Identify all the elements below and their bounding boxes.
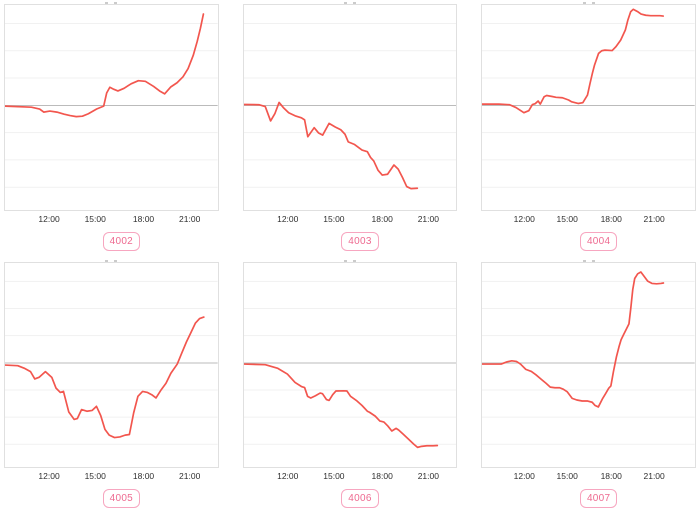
x-tick-label: 21:00	[417, 471, 439, 482]
badge-row: 4004	[481, 231, 696, 255]
chart-id-badge[interactable]: 4002	[102, 232, 141, 252]
clipped-chart-title	[4, 0, 219, 4]
chart-panel	[242, 3, 458, 212]
line-chart	[244, 5, 457, 210]
chart-id-badge[interactable]: 4005	[102, 489, 141, 509]
x-tick-label: 21:00	[643, 214, 665, 225]
x-tick-label: 21:00	[643, 471, 665, 482]
line-chart	[482, 5, 695, 210]
x-axis: 12:00 15:00 18:00 21:00	[243, 470, 458, 483]
x-tick-label: 18:00	[371, 214, 393, 225]
line-chart	[5, 263, 218, 467]
clipped-chart-title	[481, 255, 696, 262]
clipped-chart-title	[4, 255, 219, 262]
x-tick-label: 15:00	[323, 471, 345, 482]
series-line	[5, 14, 203, 117]
x-axis: 12:00 15:00 18:00 21:00	[481, 470, 696, 483]
badge-row: 4006	[243, 488, 458, 512]
chart-cell-4004: 12:00 15:00 18:00 21:00 4004	[481, 0, 696, 255]
clipped-chart-title	[243, 255, 458, 262]
x-tick-label: 15:00	[84, 214, 106, 225]
x-tick-label: 15:00	[556, 471, 578, 482]
x-tick-label: 12:00	[513, 214, 535, 225]
chart-id-badge[interactable]: 4003	[341, 232, 379, 252]
series-line	[244, 364, 437, 447]
series-line	[482, 9, 663, 112]
chart-id-badge[interactable]: 4007	[579, 489, 618, 509]
line-chart	[5, 5, 218, 210]
clipped-chart-title	[243, 0, 458, 4]
x-tick-label: 18:00	[600, 471, 622, 482]
chart-panel	[242, 261, 458, 469]
badge-row: 4007	[481, 488, 696, 512]
chart-panel	[481, 261, 696, 469]
x-axis: 12:00 15:00 18:00 21:00	[4, 470, 219, 483]
x-tick-label: 18:00	[132, 214, 155, 225]
badge-row: 4003	[243, 231, 458, 255]
x-tick-label: 18:00	[132, 471, 155, 482]
chart-cell-4007: 12:00 15:00 18:00 21:00 4007	[481, 255, 696, 512]
x-tick-label: 12:00	[38, 471, 60, 482]
chart-panel	[4, 3, 219, 212]
line-chart	[482, 263, 695, 467]
series-line	[482, 272, 663, 407]
badge-row: 4005	[4, 488, 219, 512]
x-axis: 12:00 15:00 18:00 21:00	[481, 213, 696, 226]
x-tick-label: 12:00	[38, 214, 60, 225]
chart-cell-4002: 12:00 15:00 18:00 21:00 4002	[4, 0, 219, 255]
x-tick-label: 15:00	[323, 214, 345, 225]
x-tick-label: 21:00	[417, 214, 439, 225]
x-axis: 12:00 15:00 18:00 21:00	[4, 213, 219, 226]
x-tick-label: 12:00	[277, 214, 299, 225]
x-tick-label: 21:00	[179, 214, 201, 225]
series-line	[244, 102, 417, 188]
line-chart	[244, 263, 457, 467]
x-tick-label: 18:00	[600, 214, 622, 225]
x-tick-label: 18:00	[371, 471, 393, 482]
x-axis: 12:00 15:00 18:00 21:00	[243, 213, 458, 226]
x-tick-label: 15:00	[84, 471, 106, 482]
chart-cell-4005: 12:00 15:00 18:00 21:00 4005	[4, 255, 219, 512]
chart-id-badge[interactable]: 4004	[579, 232, 618, 252]
chart-panel	[481, 3, 696, 212]
chart-cell-4003: 12:00 15:00 18:00 21:00 4003	[242, 0, 458, 255]
x-tick-label: 21:00	[179, 471, 201, 482]
chart-cell-4006: 12:00 15:00 18:00 21:00 4006	[242, 255, 458, 512]
chart-id-badge[interactable]: 4006	[341, 489, 379, 509]
chart-panel	[4, 261, 219, 469]
x-tick-label: 12:00	[277, 471, 299, 482]
x-tick-label: 12:00	[513, 471, 535, 482]
badge-row: 4002	[4, 231, 219, 255]
x-tick-label: 15:00	[556, 214, 578, 225]
series-line	[5, 317, 204, 437]
clipped-chart-title	[481, 0, 696, 4]
